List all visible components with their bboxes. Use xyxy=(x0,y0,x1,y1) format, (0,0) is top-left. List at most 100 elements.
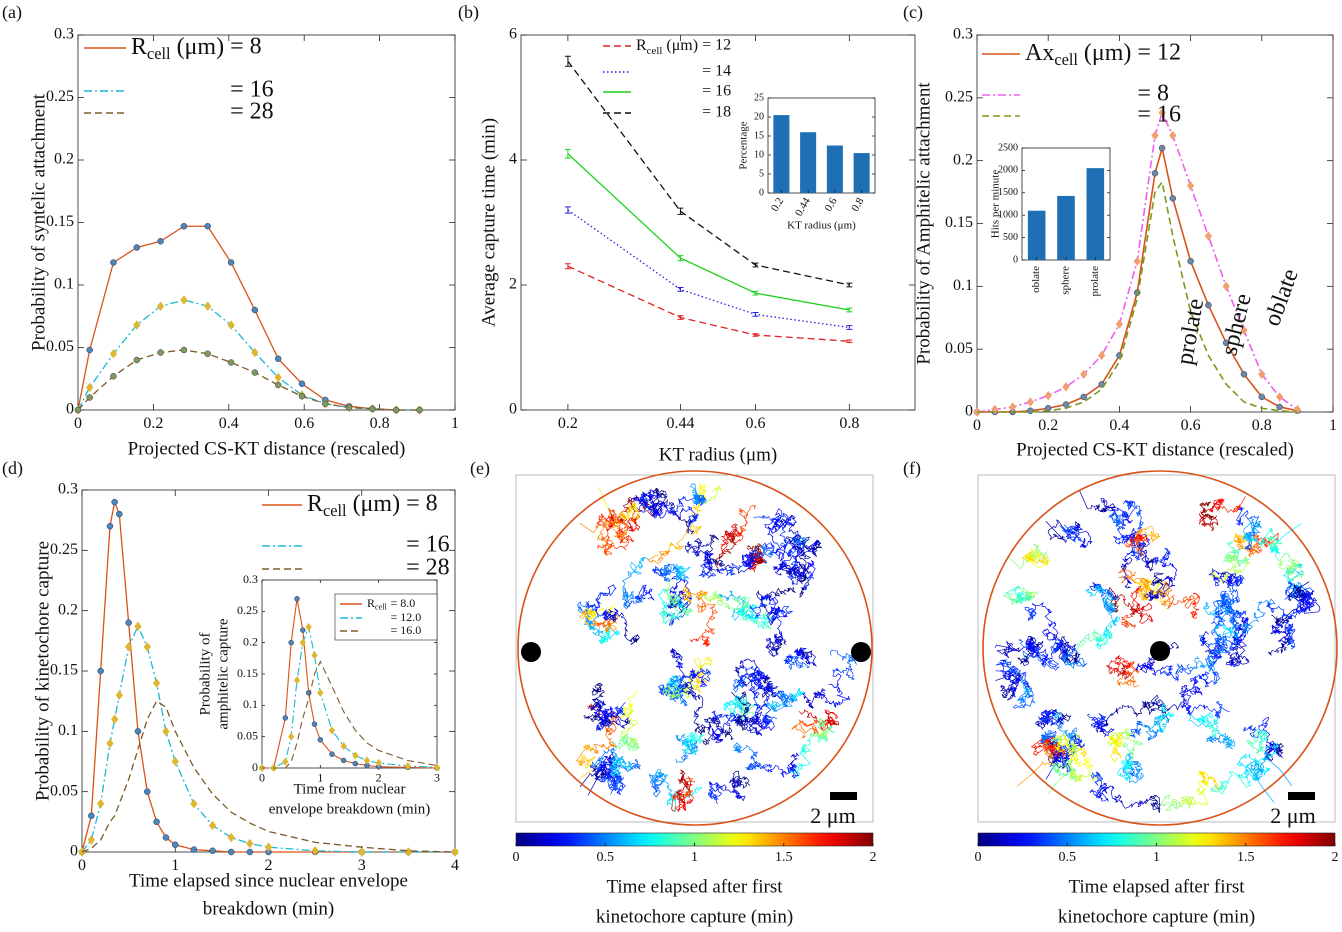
trajectory xyxy=(584,591,614,610)
legend-label: = 8 xyxy=(1137,81,1169,107)
trajectory xyxy=(1055,734,1077,751)
trajectory xyxy=(604,717,617,736)
marker xyxy=(305,622,312,632)
marker xyxy=(311,651,318,660)
trajectory xyxy=(622,589,635,610)
marker xyxy=(111,498,118,506)
scale-bar-label: 2 μm xyxy=(810,803,855,828)
trajectory xyxy=(748,542,775,560)
legend-prefix-unit: (μm) xyxy=(1084,40,1132,66)
trajectory xyxy=(783,653,798,665)
trajectory xyxy=(599,625,612,644)
trajectory xyxy=(1199,771,1219,791)
trajectory xyxy=(608,609,629,632)
trajectory xyxy=(1085,585,1111,598)
marker xyxy=(134,621,142,632)
trajectory xyxy=(1199,501,1213,521)
marker xyxy=(227,832,235,843)
marker xyxy=(1044,390,1052,401)
marker xyxy=(86,382,94,393)
colorbar-tick-label: 0 xyxy=(975,850,982,865)
trajectory xyxy=(792,562,806,578)
trajectory xyxy=(720,530,734,554)
marker xyxy=(1133,256,1141,266)
legend-label: = 16 xyxy=(406,532,450,558)
legend-prefix: Axcell (μm) xyxy=(1025,40,1131,69)
trajectory xyxy=(625,594,647,605)
marker xyxy=(274,355,282,362)
trajectory xyxy=(1199,631,1215,654)
marker xyxy=(375,758,382,768)
legend-label: = 16 xyxy=(702,83,731,100)
trajectory xyxy=(1065,530,1093,549)
spindle-pole xyxy=(1150,641,1170,661)
marker xyxy=(133,320,141,330)
trajectory xyxy=(689,483,700,505)
marker xyxy=(433,763,441,772)
legend-label: = 28 xyxy=(230,99,274,125)
trajectory xyxy=(1249,598,1276,625)
y-tick-label: 0.2 xyxy=(243,634,258,648)
trajectory xyxy=(779,531,800,548)
x-tick-label: 0.4 xyxy=(1109,417,1129,434)
series-line xyxy=(567,265,850,342)
colorbar-tick-label: 0.5 xyxy=(1059,850,1077,865)
legend-prefix-unit: (μm) xyxy=(666,37,698,54)
trajectory xyxy=(579,610,617,629)
trajectory xyxy=(793,647,807,661)
legend-prefix-main: R xyxy=(131,34,147,60)
trajectory xyxy=(766,697,794,709)
marker xyxy=(251,369,259,376)
trajectory xyxy=(1233,534,1245,550)
trajectory xyxy=(1182,702,1208,716)
trajectory xyxy=(1267,637,1291,657)
y-tick-label: 0 xyxy=(965,403,973,420)
trajectory xyxy=(718,784,746,802)
trajectory xyxy=(740,665,762,686)
legend-prefix: Rcell (μm) xyxy=(131,34,224,63)
trajectory xyxy=(1289,563,1304,590)
marker xyxy=(106,738,114,749)
trajectory xyxy=(614,512,637,529)
error-bar xyxy=(564,148,571,159)
trajectory xyxy=(1225,573,1240,585)
marker xyxy=(1204,231,1213,241)
marker xyxy=(300,627,306,633)
trajectory xyxy=(1250,759,1264,781)
trajectory xyxy=(1113,528,1131,545)
marker xyxy=(133,356,141,364)
x-tick-label: 3 xyxy=(358,857,366,874)
trajectory xyxy=(994,641,1020,659)
trajectory xyxy=(686,506,700,528)
trajectory xyxy=(694,724,713,746)
trajectory xyxy=(1284,620,1296,641)
trajectory xyxy=(691,544,715,558)
trajectory xyxy=(710,716,734,741)
trajectory xyxy=(1070,520,1092,545)
series-line xyxy=(262,660,438,769)
y-axis-label: Probability of syntelic attachment xyxy=(28,93,49,351)
marker xyxy=(317,737,324,743)
trajectory xyxy=(749,545,775,564)
x-tick-label: 0.2 xyxy=(143,415,163,432)
marker xyxy=(345,404,353,411)
marker xyxy=(1115,319,1124,329)
x-tick-label: 0.4 xyxy=(219,415,239,432)
trajectory xyxy=(610,702,626,717)
marker xyxy=(106,522,114,530)
marker xyxy=(134,728,142,735)
trajectory xyxy=(1037,650,1060,671)
trajectory xyxy=(607,765,621,787)
legend-label: = 12 xyxy=(1137,40,1181,66)
trajectory xyxy=(769,518,787,535)
y-tick-label: 25 xyxy=(754,92,764,103)
trajectory xyxy=(1133,701,1171,717)
trajectory xyxy=(729,777,743,788)
trajectory xyxy=(583,712,610,727)
error-bar xyxy=(564,55,571,67)
trajectory xyxy=(802,691,825,710)
trajectory xyxy=(791,541,805,563)
error-bar xyxy=(752,312,759,317)
trajectory xyxy=(1128,760,1145,784)
trajectory xyxy=(1025,639,1041,658)
